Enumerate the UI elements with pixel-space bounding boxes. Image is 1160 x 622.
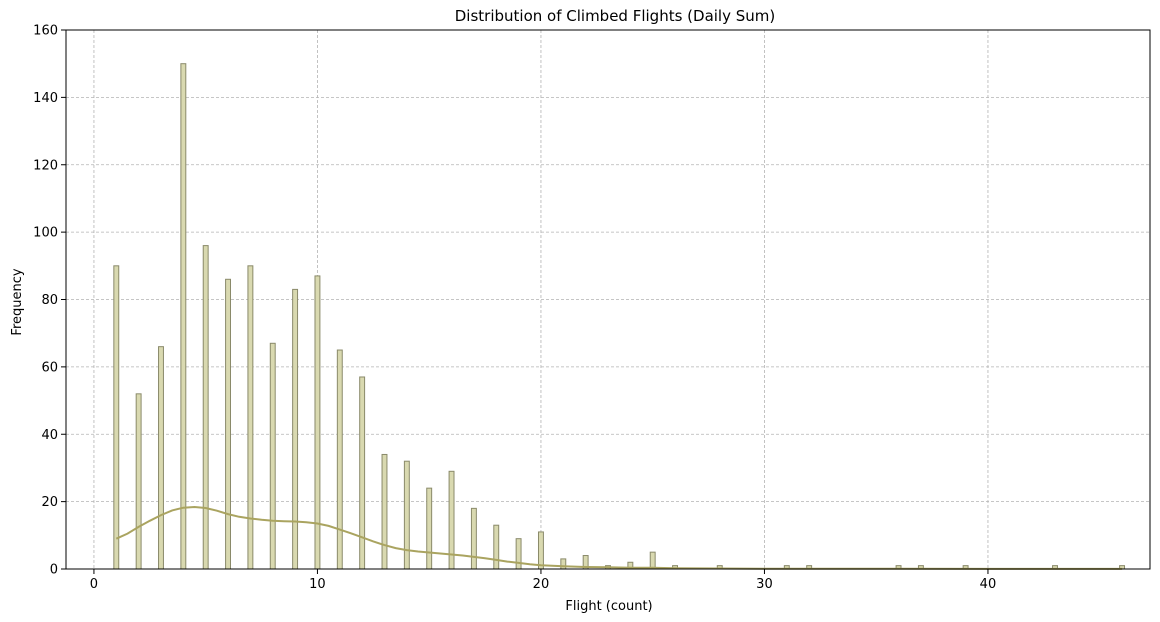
histogram-bar — [202, 245, 209, 570]
histogram-bar — [515, 538, 522, 570]
y-tick-label: 120 — [33, 158, 58, 173]
x-tick-label: 30 — [756, 577, 773, 592]
histogram-bar — [336, 349, 343, 570]
histogram-bar — [359, 376, 366, 570]
histogram-bar — [135, 393, 142, 570]
histogram-bar — [649, 551, 656, 570]
histogram-bar — [403, 460, 410, 570]
kde-curve — [115, 505, 1123, 570]
x-axis: 0 10 20 30 40 — [90, 569, 996, 592]
histogram-bars — [113, 63, 1126, 570]
histogram-bar — [225, 278, 231, 570]
y-tick-label: 160 — [33, 24, 58, 39]
y-tick-label: 100 — [33, 226, 58, 241]
histogram-bar — [560, 558, 567, 570]
histogram-bar — [247, 265, 254, 570]
y-axis: 0 20 40 60 80 100 120 140 160 — [33, 24, 66, 578]
x-tick-label: 0 — [90, 577, 98, 592]
y-tick-label: 20 — [41, 495, 58, 510]
histogram-bar — [493, 524, 500, 570]
histogram-bar — [269, 342, 276, 570]
histogram-bar — [292, 288, 299, 570]
y-axis-label: Frequency — [10, 268, 25, 335]
y-tick-label: 60 — [41, 360, 58, 375]
chart-title: Distribution of Climbed Flights (Daily S… — [455, 7, 776, 25]
histogram-bar — [158, 346, 164, 570]
histogram-bar — [381, 453, 388, 570]
y-tick-label: 80 — [41, 293, 58, 308]
histogram-bar — [470, 507, 477, 570]
x-tick-label: 40 — [980, 577, 997, 592]
histogram-bar — [537, 531, 544, 570]
y-tick-label: 40 — [41, 428, 58, 443]
histogram-bar — [113, 265, 120, 570]
x-tick-label: 20 — [533, 577, 550, 592]
x-axis-label: Flight (count) — [565, 599, 652, 614]
x-tick-label: 10 — [309, 577, 326, 592]
y-tick-label: 140 — [33, 91, 58, 106]
histogram-bar — [314, 275, 321, 570]
y-tick-label: 0 — [50, 563, 58, 578]
histogram-bar — [180, 63, 187, 570]
histogram-bar — [426, 487, 433, 570]
